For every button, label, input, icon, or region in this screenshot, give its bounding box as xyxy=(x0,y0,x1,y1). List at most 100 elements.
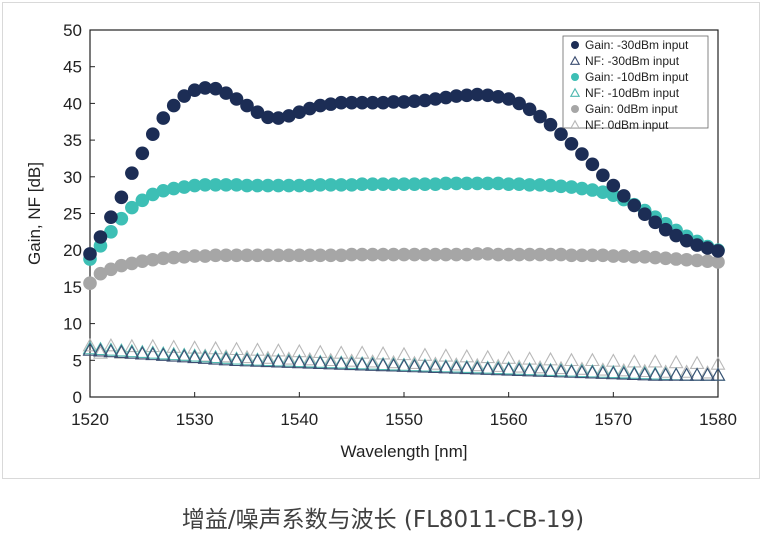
data-point xyxy=(418,177,432,191)
data-point xyxy=(270,354,286,368)
data-point xyxy=(470,247,485,261)
data-point xyxy=(658,367,674,381)
data-point xyxy=(658,364,674,378)
data-point xyxy=(83,247,97,261)
data-point xyxy=(418,247,432,262)
data-point xyxy=(113,344,129,358)
data-point xyxy=(407,247,422,262)
data-point xyxy=(166,181,181,196)
data-point xyxy=(386,358,401,372)
data-point xyxy=(93,345,108,359)
legend-label: NF: -30dBm input xyxy=(585,54,680,68)
data-point xyxy=(532,363,548,377)
legend-marker xyxy=(571,41,579,49)
data-point xyxy=(156,251,171,266)
data-point xyxy=(344,247,359,262)
data-point xyxy=(208,178,223,192)
data-point xyxy=(480,176,495,191)
data-point xyxy=(323,178,338,192)
data-point xyxy=(397,95,411,109)
data-point xyxy=(428,92,443,106)
data-point xyxy=(323,248,338,263)
data-point xyxy=(543,117,558,132)
data-point xyxy=(187,249,202,263)
data-point xyxy=(439,176,453,191)
data-point xyxy=(617,189,631,203)
data-point xyxy=(396,358,412,372)
data-point xyxy=(501,362,517,376)
data-point xyxy=(606,178,621,193)
data-point xyxy=(82,337,98,352)
data-point xyxy=(386,247,401,262)
figure-caption: 增益/噪声系数与波长 (FL8011-CB-19) xyxy=(181,507,585,533)
data-point xyxy=(637,207,652,222)
data-point xyxy=(219,248,233,263)
data-point xyxy=(365,357,381,371)
data-point xyxy=(710,367,726,381)
data-point xyxy=(427,356,443,370)
legend-label: Gain: -10dBm input xyxy=(585,70,689,84)
data-point xyxy=(575,248,589,263)
data-point xyxy=(166,98,181,113)
data-point xyxy=(554,127,568,142)
data-point xyxy=(93,230,108,244)
data-point xyxy=(522,102,537,117)
x-axis-label: Wavelength [nm] xyxy=(341,442,468,461)
data-point xyxy=(282,178,296,193)
y-tick-label: 5 xyxy=(73,351,82,370)
data-point xyxy=(187,178,202,193)
data-point xyxy=(616,362,632,377)
data-point xyxy=(637,363,653,378)
data-point xyxy=(218,351,234,366)
data-point xyxy=(114,258,129,273)
data-point xyxy=(250,105,265,120)
data-point xyxy=(428,177,443,191)
data-point xyxy=(669,228,683,243)
data-point xyxy=(302,351,318,366)
data-point xyxy=(574,364,590,379)
data-point xyxy=(313,248,328,263)
data-point xyxy=(219,86,233,100)
data-point xyxy=(438,360,454,374)
data-point xyxy=(627,250,642,264)
data-point xyxy=(219,178,233,192)
data-point xyxy=(134,344,150,358)
data-point xyxy=(323,355,339,370)
legend-box xyxy=(562,35,709,129)
data-point xyxy=(355,177,369,191)
data-point xyxy=(176,347,192,361)
data-point xyxy=(103,342,119,356)
data-point xyxy=(250,353,265,367)
data-point xyxy=(679,252,694,267)
data-point xyxy=(491,89,506,104)
y-axis-label: Gain, NF [dB] xyxy=(25,162,44,265)
data-point xyxy=(427,359,443,374)
y-tick-label: 50 xyxy=(63,21,82,40)
data-point xyxy=(187,340,203,354)
data-point xyxy=(240,98,254,113)
data-point xyxy=(711,244,725,258)
data-point xyxy=(375,357,391,372)
data-point xyxy=(439,90,453,105)
data-point xyxy=(407,177,422,191)
data-point xyxy=(512,247,526,262)
data-point xyxy=(595,365,611,379)
y-tick-label: 10 xyxy=(63,315,82,334)
data-point xyxy=(240,248,254,263)
y-tick-label: 0 xyxy=(73,388,82,407)
data-point xyxy=(585,157,600,172)
data-point xyxy=(208,248,223,263)
data-point xyxy=(596,248,610,263)
y-tick-label: 20 xyxy=(63,241,82,260)
series-1 xyxy=(82,342,726,381)
data-point xyxy=(449,89,464,103)
data-point xyxy=(533,178,547,192)
data-point xyxy=(626,366,642,380)
y-tick-label: 45 xyxy=(63,58,82,77)
data-point xyxy=(104,225,118,239)
data-point xyxy=(229,92,244,106)
data-point xyxy=(449,247,464,262)
data-point xyxy=(658,222,673,237)
data-point xyxy=(166,348,182,362)
